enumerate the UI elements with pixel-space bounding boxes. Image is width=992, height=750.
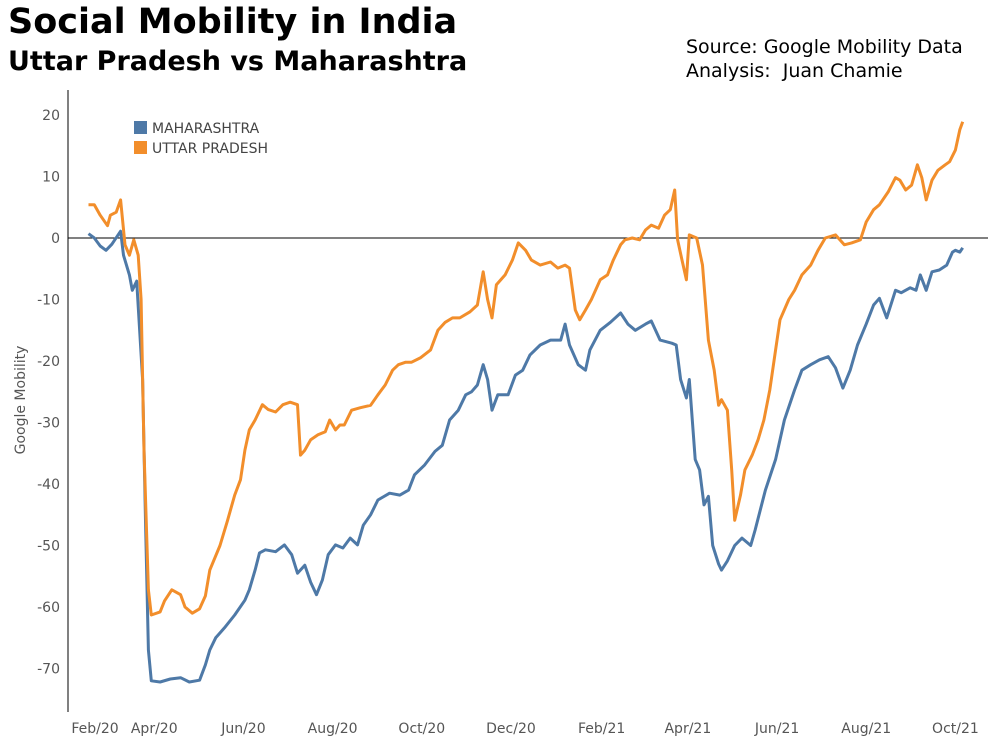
legend-label: UTTAR PRADESH xyxy=(152,141,268,157)
y-tick-label: 0 xyxy=(51,231,60,247)
y-tick-label: -20 xyxy=(37,354,60,370)
x-tick-label: Apr/21 xyxy=(664,721,711,737)
source-note: Source: Google Mobility Data xyxy=(686,36,963,58)
series-line-uttar-pradesh xyxy=(88,121,965,617)
y-tick-label: 10 xyxy=(42,170,60,186)
x-tick-label: Oct/20 xyxy=(398,721,445,737)
y-tick-label: -60 xyxy=(37,600,60,616)
x-tick-label: Feb/21 xyxy=(578,721,625,737)
legend: MAHARASHTRA UTTAR PRADESH xyxy=(134,121,268,157)
legend-label: MAHARASHTRA xyxy=(152,121,260,137)
y-tick-label: -50 xyxy=(37,539,60,555)
y-tick-label: -10 xyxy=(37,293,60,309)
y-axis-label: Google Mobility xyxy=(13,346,29,455)
x-tick-label: Aug/21 xyxy=(841,721,891,737)
legend-swatch xyxy=(134,121,147,134)
y-tick-label: -40 xyxy=(37,477,60,493)
chart-title: Social Mobility in India xyxy=(8,2,458,42)
series-line-maharashtra xyxy=(87,229,964,684)
analysis-note: Analysis: Juan Chamie xyxy=(686,60,903,82)
x-tick-label: Oct/21 xyxy=(932,721,979,737)
x-tick-label: Aug/20 xyxy=(308,721,358,737)
y-tick-label: 20 xyxy=(42,108,60,124)
legend-swatch xyxy=(134,141,147,154)
x-tick-label: Feb/20 xyxy=(71,721,118,737)
y-tick-label: -70 xyxy=(37,662,60,678)
x-tick-label: Jun/21 xyxy=(754,721,799,737)
x-tick-label: Apr/20 xyxy=(131,721,178,737)
chart-subtitle: Uttar Pradesh vs Maharashtra xyxy=(8,46,468,77)
y-tick-label: -30 xyxy=(37,416,60,432)
x-tick-label: Jun/20 xyxy=(220,721,265,737)
x-tick-label: Dec/20 xyxy=(486,721,536,737)
